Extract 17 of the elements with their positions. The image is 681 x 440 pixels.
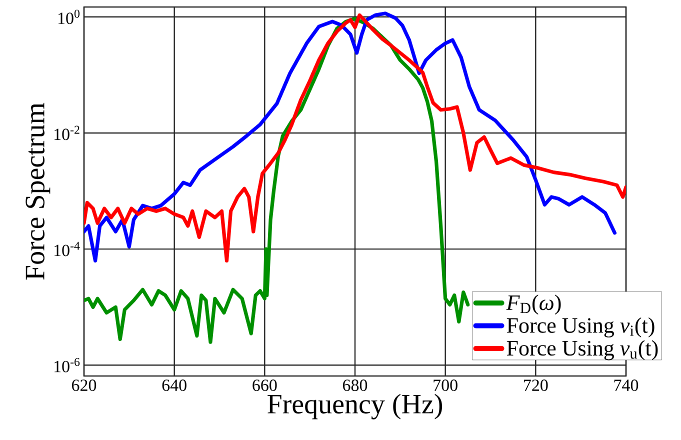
y-tick-label: 10$^{0}$	[58, 10, 80, 24]
x-tick-label: 720	[524, 380, 548, 392]
y-tick-label: 10$^{-2}$	[54, 126, 80, 140]
x-axis-title: Frequency (Hz)	[268, 394, 442, 420]
y-tick-label: 10$^{-4}$	[54, 242, 80, 256]
x-tick-label: 740	[614, 380, 638, 392]
legend-label: Force Using v$_{i}$(t)	[506, 317, 654, 338]
y-axis-title: Force Spectrum	[26, 102, 50, 280]
x-tick-label: 620	[72, 380, 96, 392]
x-tick-label: 700	[434, 380, 458, 392]
legend-label: F$_{D}$(ω)	[506, 294, 561, 315]
line-series	[84, 16, 470, 344]
y-tick-label: 10$^{-6}$	[54, 358, 80, 372]
x-tick-label: 660	[252, 380, 277, 392]
x-tick-label: 640	[162, 380, 186, 392]
x-tick-label: 680	[342, 380, 368, 392]
legend-label: Force Using v$_{u}$(t)	[506, 340, 658, 360]
